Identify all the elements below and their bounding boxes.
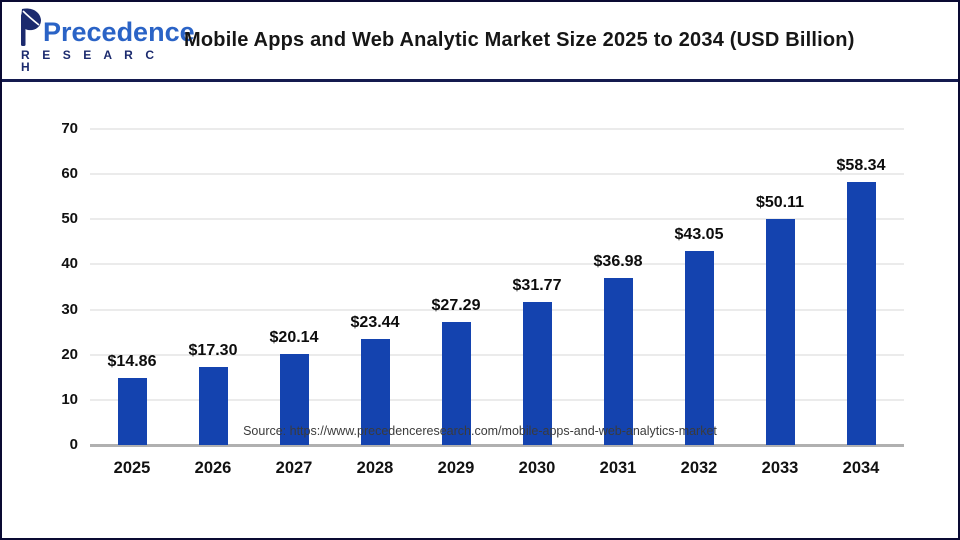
x-axis-tick-label-2031: 2031 bbox=[599, 459, 637, 477]
bar-2026 bbox=[198, 366, 228, 445]
header: Precedence R E S E A R C H Mobile Apps a… bbox=[2, 2, 958, 82]
chart-title: Mobile Apps and Web Analytic Market Size… bbox=[184, 29, 855, 51]
logo-line2: R E S E A R C H bbox=[21, 48, 159, 74]
bar-value-label-2028: $23.44 bbox=[350, 314, 400, 332]
x-axis-tick-label-2033: 2033 bbox=[761, 459, 799, 477]
logo-line1: Precedence bbox=[43, 17, 195, 47]
gridline bbox=[90, 263, 904, 266]
gridline bbox=[90, 173, 904, 176]
bar-value-label-2034: $58.34 bbox=[836, 156, 886, 174]
bar-2027 bbox=[279, 354, 309, 445]
precedence-research-logo: Precedence R E S E A R C H bbox=[18, 8, 195, 74]
x-axis-tick-label-2030: 2030 bbox=[518, 459, 556, 477]
gridline bbox=[90, 353, 904, 356]
bar-value-label-2029: $27.29 bbox=[431, 296, 481, 314]
y-axis-tick-label: 50 bbox=[61, 210, 78, 228]
bar-value-label-2025: $14.86 bbox=[107, 352, 157, 370]
bar-value-label-2032: $43.05 bbox=[674, 225, 724, 243]
bar-2034 bbox=[846, 181, 876, 445]
bar-2030 bbox=[522, 301, 552, 445]
y-axis-tick-label: 10 bbox=[61, 390, 78, 408]
bar-2032 bbox=[684, 250, 714, 445]
bar-value-label-2031: $36.98 bbox=[593, 253, 643, 271]
y-axis-tick-label: 60 bbox=[61, 165, 78, 183]
bar-value-label-2027: $20.14 bbox=[269, 329, 319, 347]
leaf-icon bbox=[21, 8, 41, 46]
bar-value-label-2030: $31.77 bbox=[512, 276, 562, 294]
x-axis-tick-label-2026: 2026 bbox=[194, 459, 232, 477]
source-citation: Source: https://www.precedenceresearch.c… bbox=[243, 424, 717, 438]
y-axis-tick-label: 20 bbox=[61, 345, 78, 363]
bar-2033 bbox=[765, 218, 795, 445]
bar-2031 bbox=[603, 278, 633, 445]
x-axis-line bbox=[90, 444, 904, 447]
gridline bbox=[90, 128, 904, 130]
bar-value-label-2026: $17.30 bbox=[188, 341, 238, 359]
logo-wordmark: Precedence bbox=[18, 8, 195, 46]
x-axis-tick-label-2025: 2025 bbox=[113, 459, 151, 477]
x-axis-tick-label-2029: 2029 bbox=[437, 459, 475, 477]
y-axis-tick-label: 40 bbox=[61, 255, 78, 273]
gridline bbox=[90, 398, 904, 401]
x-axis-tick-label-2032: 2032 bbox=[680, 459, 718, 477]
gridline bbox=[90, 308, 904, 311]
gridline bbox=[90, 218, 904, 221]
y-axis-tick-label: 0 bbox=[69, 436, 78, 453]
bar-value-label-2033: $50.11 bbox=[755, 193, 805, 211]
x-axis-tick-label-2028: 2028 bbox=[356, 459, 394, 477]
y-axis-tick-label: 70 bbox=[61, 120, 78, 137]
bar-chart: 0 10 20 30 40 50 60 70 $14.86 2025 $17.30 2026 $20.1… bbox=[2, 85, 958, 538]
bar-2029 bbox=[441, 321, 471, 445]
bar-2028 bbox=[360, 339, 390, 445]
x-axis-tick-label-2027: 2027 bbox=[275, 459, 313, 477]
x-axis-tick-label-2034: 2034 bbox=[842, 459, 880, 477]
y-axis-tick-label: 30 bbox=[61, 300, 78, 318]
bar-2025 bbox=[117, 377, 147, 445]
